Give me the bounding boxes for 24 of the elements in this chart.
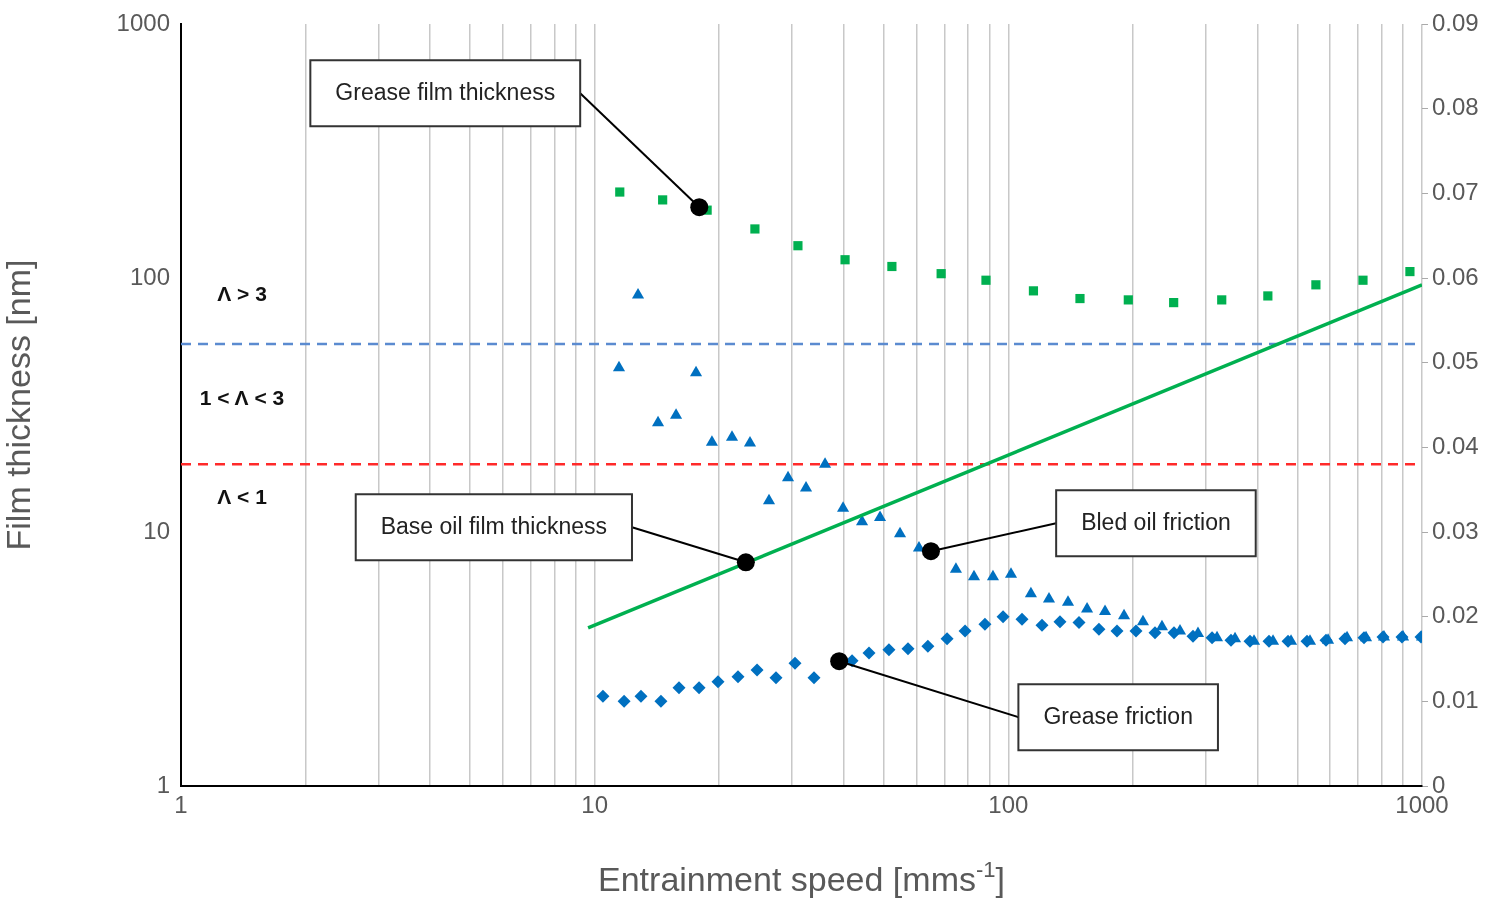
annotation: Λ < 1 (217, 484, 268, 508)
y2-tick-label: 0.06 (1432, 262, 1479, 290)
annotation: Base oil film thickness (380, 512, 607, 539)
annotation: Bled oil friction (1081, 508, 1231, 535)
y2-tick-label: 0.08 (1432, 93, 1479, 121)
x-tick-label: 100 (988, 791, 1029, 819)
y-tick-label: 100 (129, 262, 170, 290)
y2-tick-label: 0.04 (1432, 431, 1479, 459)
x-tick-label: 10 (581, 791, 609, 819)
y2-tick-label: 0.05 (1432, 347, 1479, 375)
annotation: Grease film thickness (335, 78, 556, 105)
y-tick-label: 1000 (116, 8, 170, 36)
y2-tick-label: 0.09 (1432, 8, 1479, 36)
y2-tick-label: 0.02 (1432, 601, 1479, 629)
annotation: 1 < Λ < 3 (199, 386, 285, 410)
annotation: Λ > 3 (217, 282, 267, 306)
y-tick-label: 10 (143, 516, 170, 544)
x-tick-label: 1 (174, 791, 188, 819)
annotation: Grease friction (1043, 702, 1193, 729)
y2-tick-label: 0.07 (1432, 177, 1479, 205)
y2-tick-label: 0.01 (1432, 685, 1479, 713)
y-axis-title: Film thickness [nm] (0, 259, 37, 551)
y-tick-label: 1 (156, 770, 170, 798)
y2-tick-label: 0.03 (1432, 516, 1479, 544)
